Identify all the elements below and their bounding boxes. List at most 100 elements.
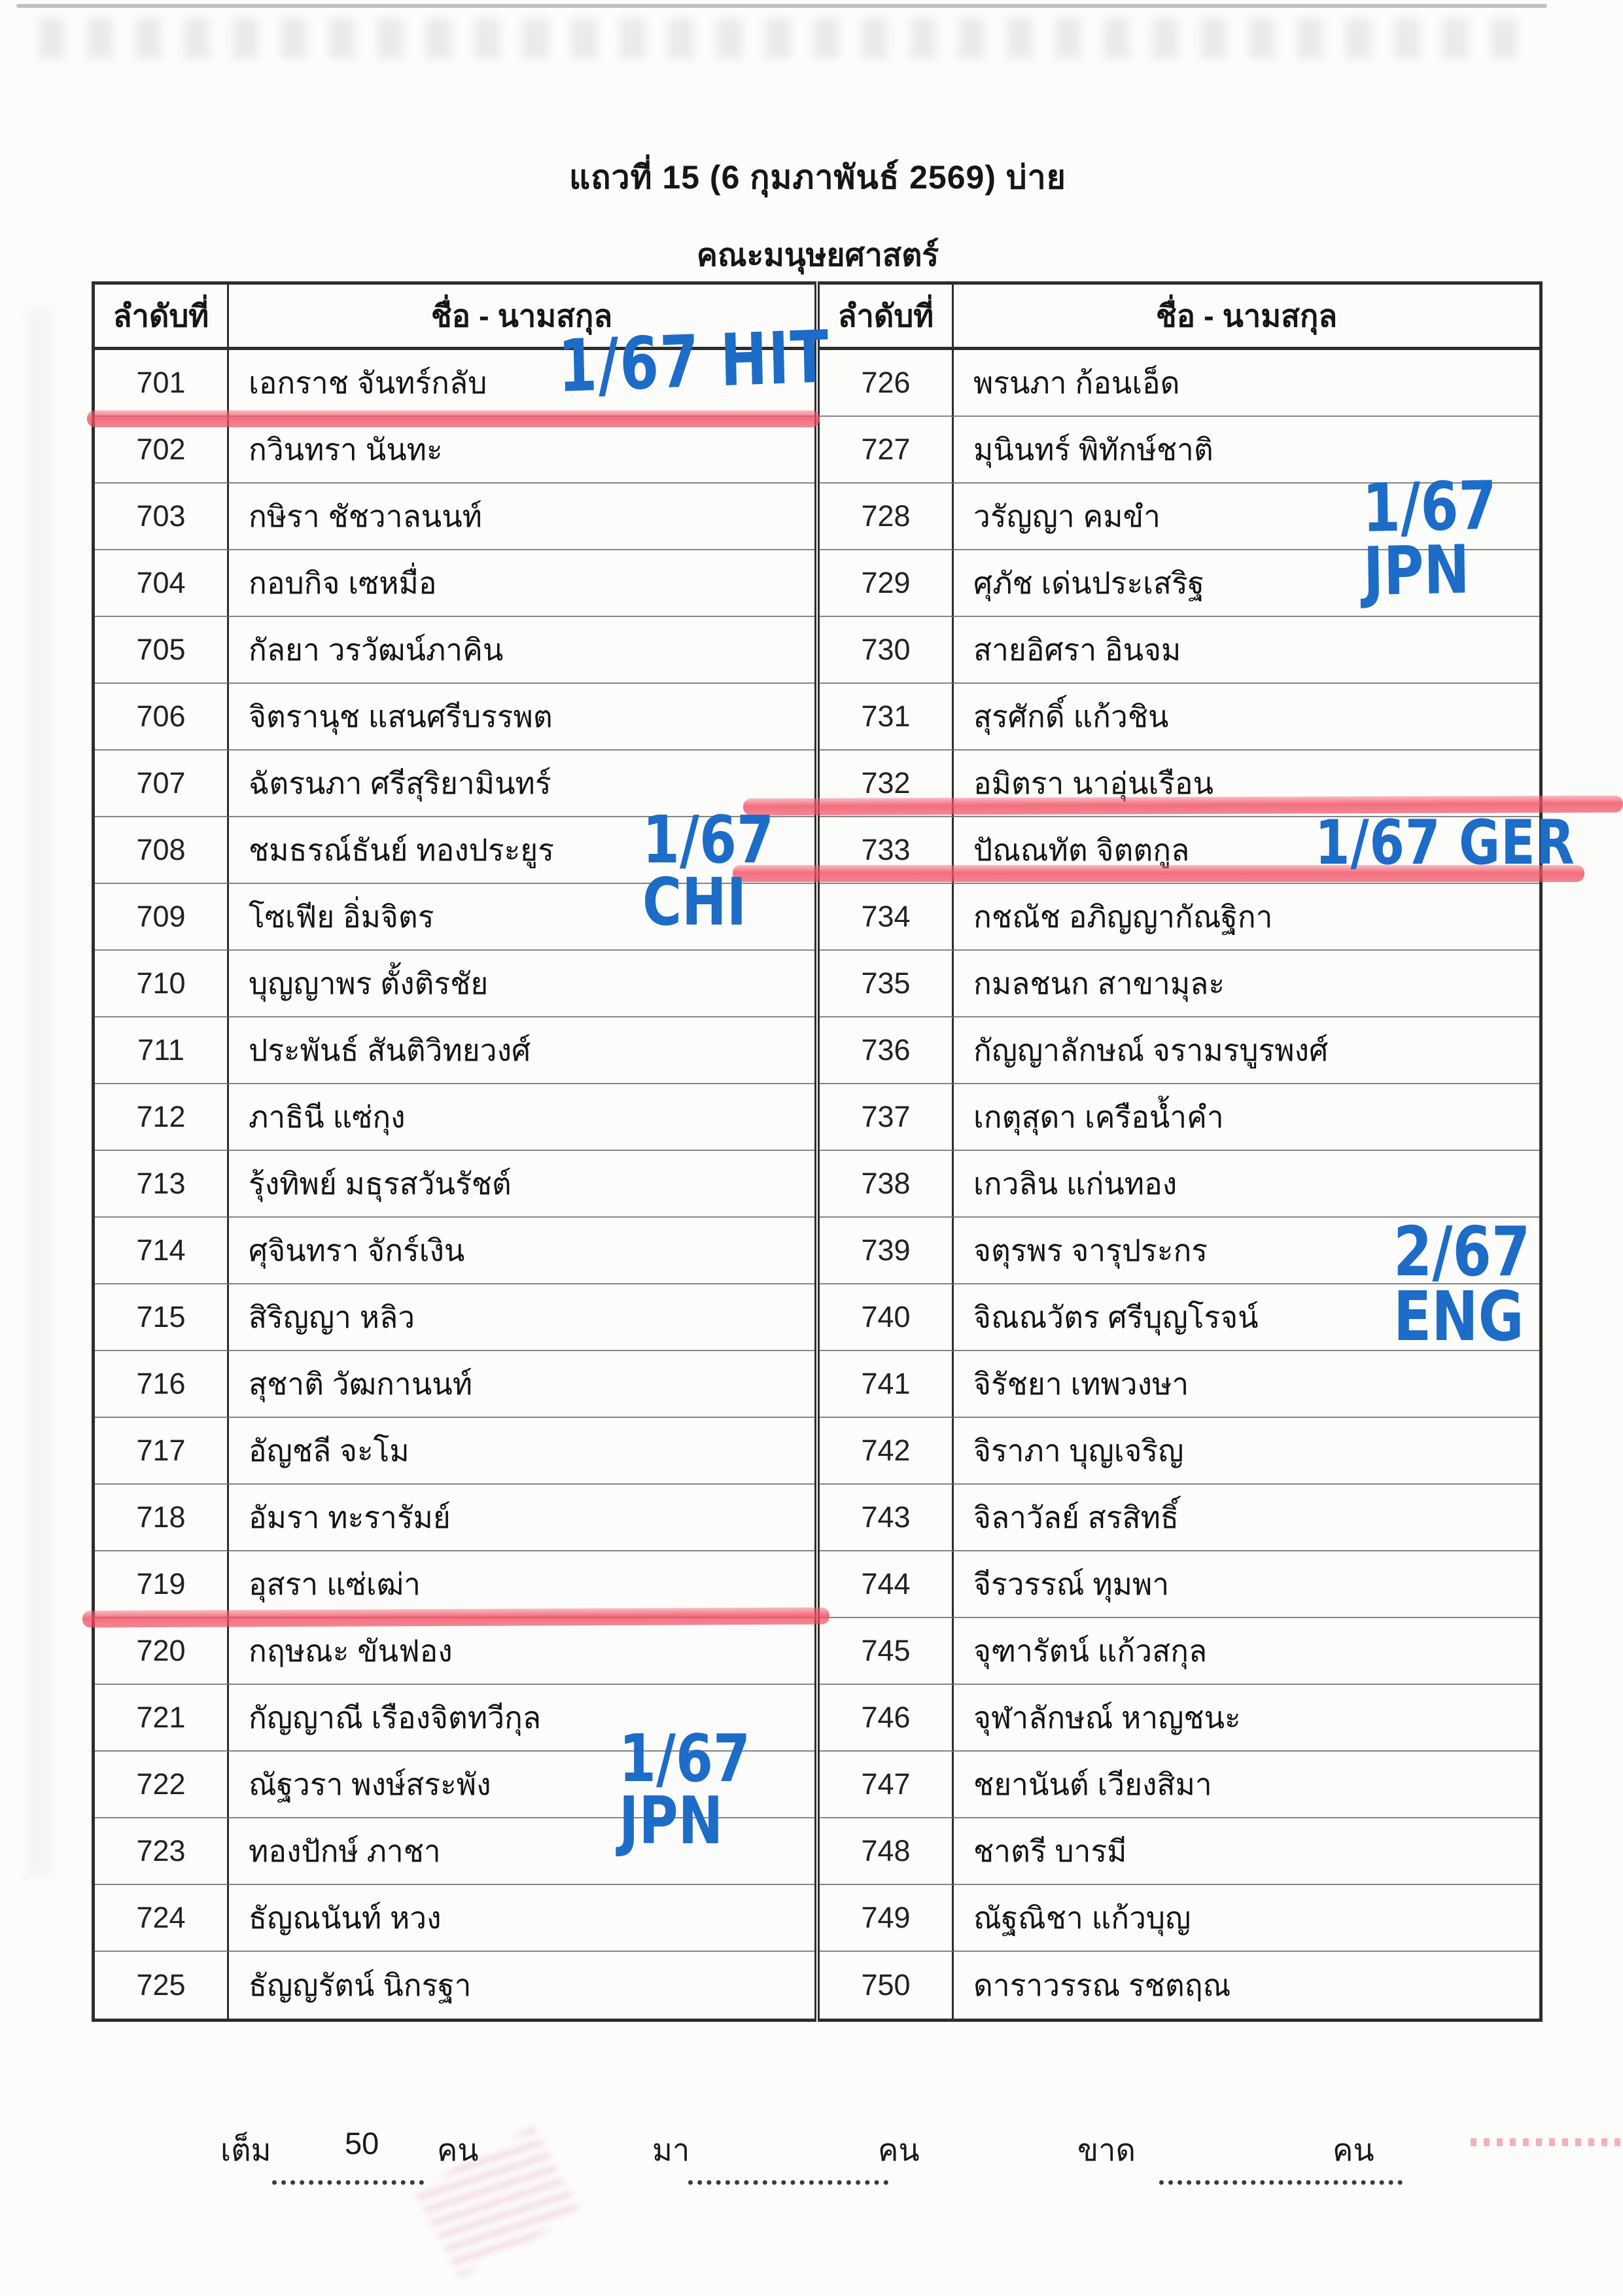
row-number: 748 [820,1818,954,1885]
row-name: จิลาวัลย์ สรสิทธิ์ [954,1485,1539,1551]
row-number: 745 [820,1618,954,1685]
row-number: 718 [95,1485,229,1551]
note-line: JPN [619,1782,724,1859]
row-name: สิริญญา หลิว [229,1284,814,1351]
note-line: 1/67 [1361,467,1497,548]
tally-full-label: เต็ม [220,2132,271,2167]
row-name: กฤษณะ ขันฟอง [229,1618,814,1685]
row-number: 730 [820,617,954,684]
handwritten-note-row708: 1/67 CHI [642,802,775,940]
column-header-number: ลำดับที่ [95,285,229,350]
row-number: 710 [95,951,229,1017]
row-number: 727 [820,417,954,484]
handwritten-note-row722: 1/67 JPN [619,1720,751,1859]
tally-unit: คน [878,2132,920,2167]
row-number: 714 [95,1218,229,1284]
row-number: 744 [820,1551,954,1618]
row-number: 724 [95,1885,229,1952]
row-name: โซเฟีย อิ่มจิตร [229,884,814,951]
row-number: 737 [820,1084,954,1151]
row-number: 739 [820,1218,954,1284]
row-name: ปัณณทัต จิตตกูล [954,817,1539,884]
column-header-number: ลำดับที่ [820,285,954,350]
row-number: 704 [95,550,229,617]
row-number: 747 [820,1752,954,1818]
tally-dotted-line-present [688,2180,888,2185]
row-name: สายอิศรา อินจม [954,617,1539,684]
row-name: บุญญาพร ตั้งติรชัย [229,951,814,1017]
red-marker-underline-row719 [82,1607,830,1628]
row-name: ชมธรณ์ธันย์ ทองประยูร [229,817,814,884]
row-number: 712 [95,1084,229,1151]
note-line: JPN [1363,531,1471,611]
note-line: 1/67 [619,1720,751,1797]
row-name: ชาตรี บารมี [954,1818,1539,1885]
row-number: 722 [95,1752,229,1818]
note-line: 2/67 [1393,1212,1531,1292]
row-number: 731 [820,684,954,751]
row-name: จิราภา บุญเจริญ [954,1418,1539,1485]
row-number: 702 [95,417,229,484]
row-number: 703 [95,484,229,550]
row-name: กมลชนก สาขามุละ [954,951,1539,1017]
row-name: ภาธินี แซ่กุง [229,1084,814,1151]
row-name: ธัญณนันท์ หวง [229,1885,814,1952]
row-number: 723 [95,1818,229,1885]
row-number: 726 [820,350,954,417]
row-name: จุฑารัตน์ แก้วสกุล [954,1618,1539,1685]
row-name: กวินทรา นันทะ [229,417,814,484]
row-name: กัญญาณี เรืองจิตทวีกุล [229,1685,814,1752]
row-number: 717 [95,1418,229,1485]
red-marker-underline-row701 [87,410,820,427]
row-name: พรนภา ก้อนเอ็ด [954,350,1539,417]
row-name: ชยานันต์ เวียงสิมา [954,1752,1539,1818]
row-number: 732 [820,751,954,817]
row-name: ทองปักษ์ ภาชา [229,1818,814,1885]
row-name: รุ้งทิพย์ มธุรสวันรัชต์ [229,1151,814,1218]
row-number: 742 [820,1418,954,1485]
name-table-right: ลำดับที่ ชื่อ - นามสกุล 726 พรนภา ก้อนเอ็… [818,281,1543,2022]
ink-bleed-ghost [39,18,1531,59]
row-number: 749 [820,1885,954,1952]
row-number: 711 [95,1017,229,1084]
tally-present-label: มา [652,2132,690,2167]
handwritten-note-row733: 1/67 GER [1315,807,1575,879]
handwritten-note-row701: 1/67 HIT [557,315,831,408]
handwritten-note-row739: 2/67 ENG [1393,1212,1531,1351]
tally-dotted-line-full [272,2180,424,2185]
note-line: 1/67 [642,802,775,878]
row-number: 725 [95,1952,229,2019]
row-name: กัลยา วรวัฒน์ภาคิน [229,617,814,684]
row-name: ดาราวรรณ รชตฤณ [973,1968,1231,2002]
row-number: 713 [95,1151,229,1218]
row-name: ประพันธ์ สันติวิทยวงศ์ [229,1017,814,1084]
row-name: อัมรา ทะรารัมย์ [229,1485,814,1551]
note-line: CHI [642,864,747,940]
row-number: 715 [95,1284,229,1351]
row-name: จุฬาลักษณ์ หาญชนะ [954,1685,1539,1752]
tally-dotted-line-absent [1159,2180,1403,2185]
ink-bleed-ghost [26,308,65,1878]
page-subtitle: คณะมนุษยศาสตร์ [696,238,939,273]
tally-absent-label: ขาด [1077,2132,1136,2167]
row-number: 707 [95,751,229,817]
row-number: 720 [95,1618,229,1685]
row-number: 701 [95,350,229,417]
row-name: กชณัช อภิญญากัณฐิกา [954,884,1539,951]
handwritten-note-row728: 1/67 JPN [1361,467,1498,611]
row-number: 719 [95,1551,229,1618]
column-header-name: ชื่อ - นามสกุล [954,285,1539,350]
row-name: ณัฐณิชา แก้วบุญ [954,1885,1539,1952]
scan-edge-line [16,4,1547,8]
row-number: 708 [95,817,229,884]
tally-full-value: 50 [345,2126,379,2161]
row-number: 736 [820,1017,954,1084]
row-number: 729 [820,550,954,617]
tally-unit: คน [1333,2132,1374,2167]
row-name: กอบกิจ เซหมื่อ [229,550,814,617]
row-name: อัญชลี จะโม [229,1418,814,1485]
row-name: อมิตรา นาอุ่นเรือน [954,751,1539,817]
row-number: 721 [95,1685,229,1752]
row-name: ศุภัช เด่นประเสริฐ [954,550,1539,617]
